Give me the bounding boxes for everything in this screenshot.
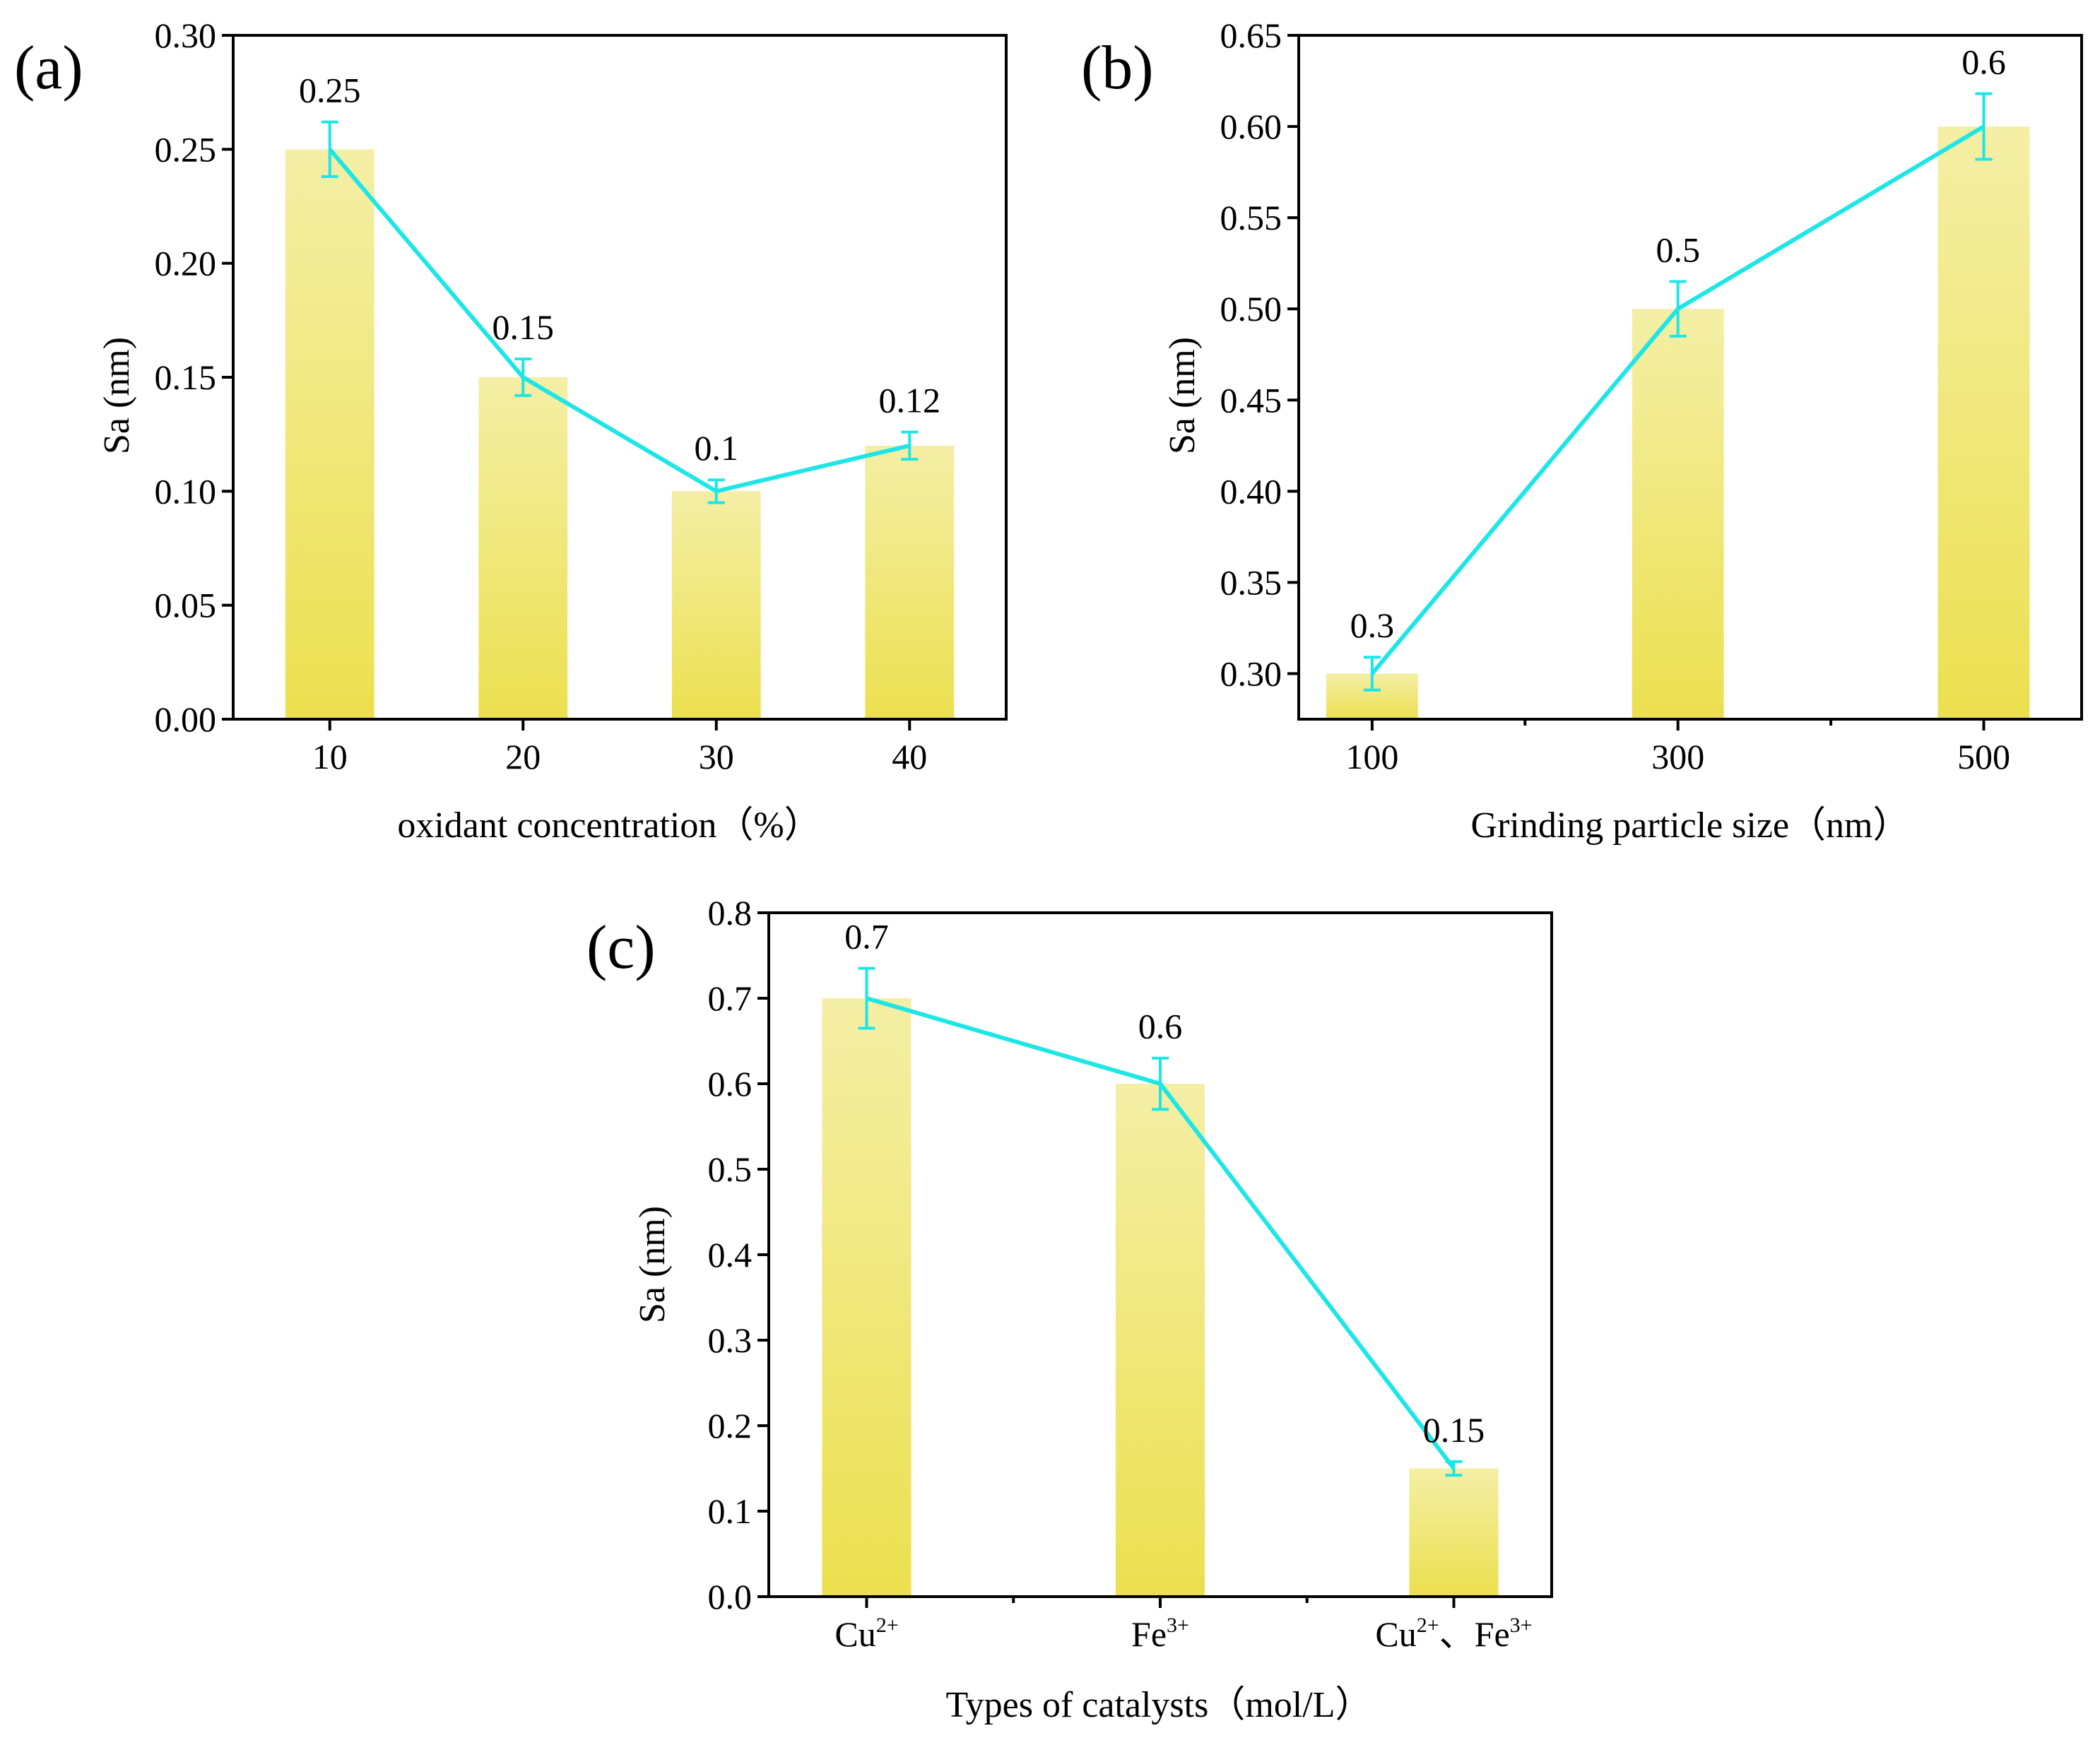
bar — [285, 149, 374, 720]
panel-label: (c) — [586, 913, 656, 982]
x-tick-label: 500 — [1957, 737, 2010, 776]
y-tick-label: 0.4 — [708, 1235, 753, 1274]
y-tick-label: 0.50 — [1220, 289, 1282, 329]
data-label: 0.5 — [1656, 230, 1700, 269]
y-tick-label: 0.6 — [708, 1064, 753, 1104]
y-tick-label: 0.0 — [708, 1577, 753, 1616]
y-tick-label: 0.20 — [155, 244, 217, 283]
data-label: 0.6 — [1138, 1007, 1183, 1046]
y-tick-label: 0.1 — [708, 1491, 753, 1531]
y-tick-label: 0.30 — [155, 16, 217, 55]
x-tick-label: 30 — [699, 737, 734, 776]
bar — [478, 377, 568, 719]
panel-a: (a) 0.250.150.10.120.000.050.100.150.200… — [14, 16, 1008, 846]
data-label: 0.1 — [695, 428, 739, 468]
y-tick-label: 0.35 — [1220, 562, 1282, 602]
x-tick-label: 20 — [505, 737, 541, 776]
panel-c: (c) 0.7 0.6 0.15 0.0 0.1 0.2 0.3 0.4 0.5 0.6 0.7 0.… — [586, 893, 1553, 1725]
x-tick-label: Cu2+ — [834, 1614, 898, 1654]
bar — [1115, 1084, 1205, 1597]
bar — [822, 998, 912, 1597]
y-tick-label: 0.55 — [1220, 198, 1282, 237]
error-bar — [1975, 92, 1993, 161]
x-axis-title: oxidant concentration（%） — [397, 805, 820, 846]
x-axis-title: Types of catalysts（mol/L） — [946, 1685, 1372, 1725]
data-label: 0.15 — [492, 307, 555, 347]
x-tick-label: 40 — [892, 737, 927, 776]
y-tick-label: 0.30 — [1220, 653, 1282, 693]
y-tick-label: 0.05 — [155, 586, 217, 625]
plot-area: 0.25 0.15 0.1 0.12 0.00 0.05 0.10 0.15 0.20 0.25 0… — [155, 16, 1008, 776]
x-tick-label-base: 、Fe — [1439, 1614, 1510, 1654]
y-tick-label: 0.5 — [708, 1149, 753, 1189]
series-line — [328, 148, 910, 494]
bar — [1632, 309, 1724, 719]
y-tick-label: 0.8 — [708, 893, 753, 933]
y-tick-label: 0.10 — [155, 471, 217, 511]
y-tick-label: 0.65 — [1220, 16, 1282, 55]
panel-label: (a) — [14, 34, 83, 102]
bar — [1409, 1468, 1499, 1597]
y-tick-label: 0.2 — [708, 1406, 753, 1445]
bar — [865, 445, 955, 719]
plot-area: 0.70.60.150.00.10.20.30.40.50.60.70.8Cu2… — [708, 893, 1553, 1654]
x-tick-label-superscript: 2+ — [1417, 1614, 1439, 1637]
data-label: 0.3 — [1350, 605, 1395, 645]
y-tick-label: 0.25 — [155, 129, 217, 169]
error-bar — [901, 430, 919, 461]
x-tick-label-base: Fe — [1131, 1614, 1167, 1654]
error-bar — [707, 478, 725, 504]
y-tick-label: 0.00 — [155, 699, 217, 739]
data-label: 0.25 — [299, 71, 361, 110]
bar — [1937, 126, 2030, 720]
plot-area: 0.3 0.5 0.6 0.30 0.35 0.40 0.45 0.50 0.55 0.60 0.6… — [1220, 16, 2083, 776]
error-bar — [1445, 1460, 1463, 1477]
data-label: 0.7 — [844, 917, 889, 957]
panel-label: (b) — [1081, 34, 1154, 102]
x-tick-label: 10 — [312, 737, 348, 776]
y-axis-title: Sa (nm) — [632, 1206, 673, 1323]
x-axis-title: Grinding particle size（nm） — [1471, 805, 1910, 846]
y-tick-label: 0.15 — [155, 357, 217, 397]
x-tick-label: Fe3+ — [1131, 1614, 1189, 1654]
data-label: 0.15 — [1423, 1410, 1485, 1450]
plot-frame — [1297, 34, 2083, 721]
x-tick-label-superscript: 3+ — [1510, 1614, 1533, 1637]
x-tick-label-superscript: 2+ — [876, 1614, 899, 1637]
data-label: 0.6 — [1962, 42, 2006, 82]
x-tick-label-base: Cu — [834, 1614, 875, 1654]
x-tick-label: Cu2+、Fe3+ — [1375, 1614, 1532, 1654]
bar — [671, 491, 761, 719]
x-tick-label: 100 — [1345, 737, 1398, 776]
y-tick-label: 0.7 — [708, 978, 753, 1018]
data-label: 0.12 — [879, 380, 941, 420]
x-tick-label: 300 — [1651, 737, 1704, 776]
error-bar — [321, 120, 338, 179]
y-tick-label: 0.3 — [708, 1320, 753, 1360]
error-bar — [1669, 280, 1687, 338]
y-tick-label: 0.60 — [1220, 107, 1282, 146]
error-bar — [858, 966, 875, 1030]
error-bar — [1152, 1056, 1169, 1111]
y-tick-label: 0.40 — [1220, 471, 1282, 511]
error-bar — [514, 357, 532, 397]
error-bar — [1363, 656, 1381, 692]
y-axis-title: Sa (nm) — [97, 337, 137, 454]
y-axis-title: Sa (nm) — [1162, 337, 1203, 454]
y-tick-label: 0.45 — [1220, 380, 1282, 420]
x-tick-label-superscript: 3+ — [1167, 1614, 1189, 1637]
panel-b: (b) 0.3 0.5 0.6 0.30 0.35 0.40 0.45 0.50 0.55 0.6… — [1081, 16, 2083, 846]
x-tick-label-base: Cu — [1375, 1614, 1416, 1654]
